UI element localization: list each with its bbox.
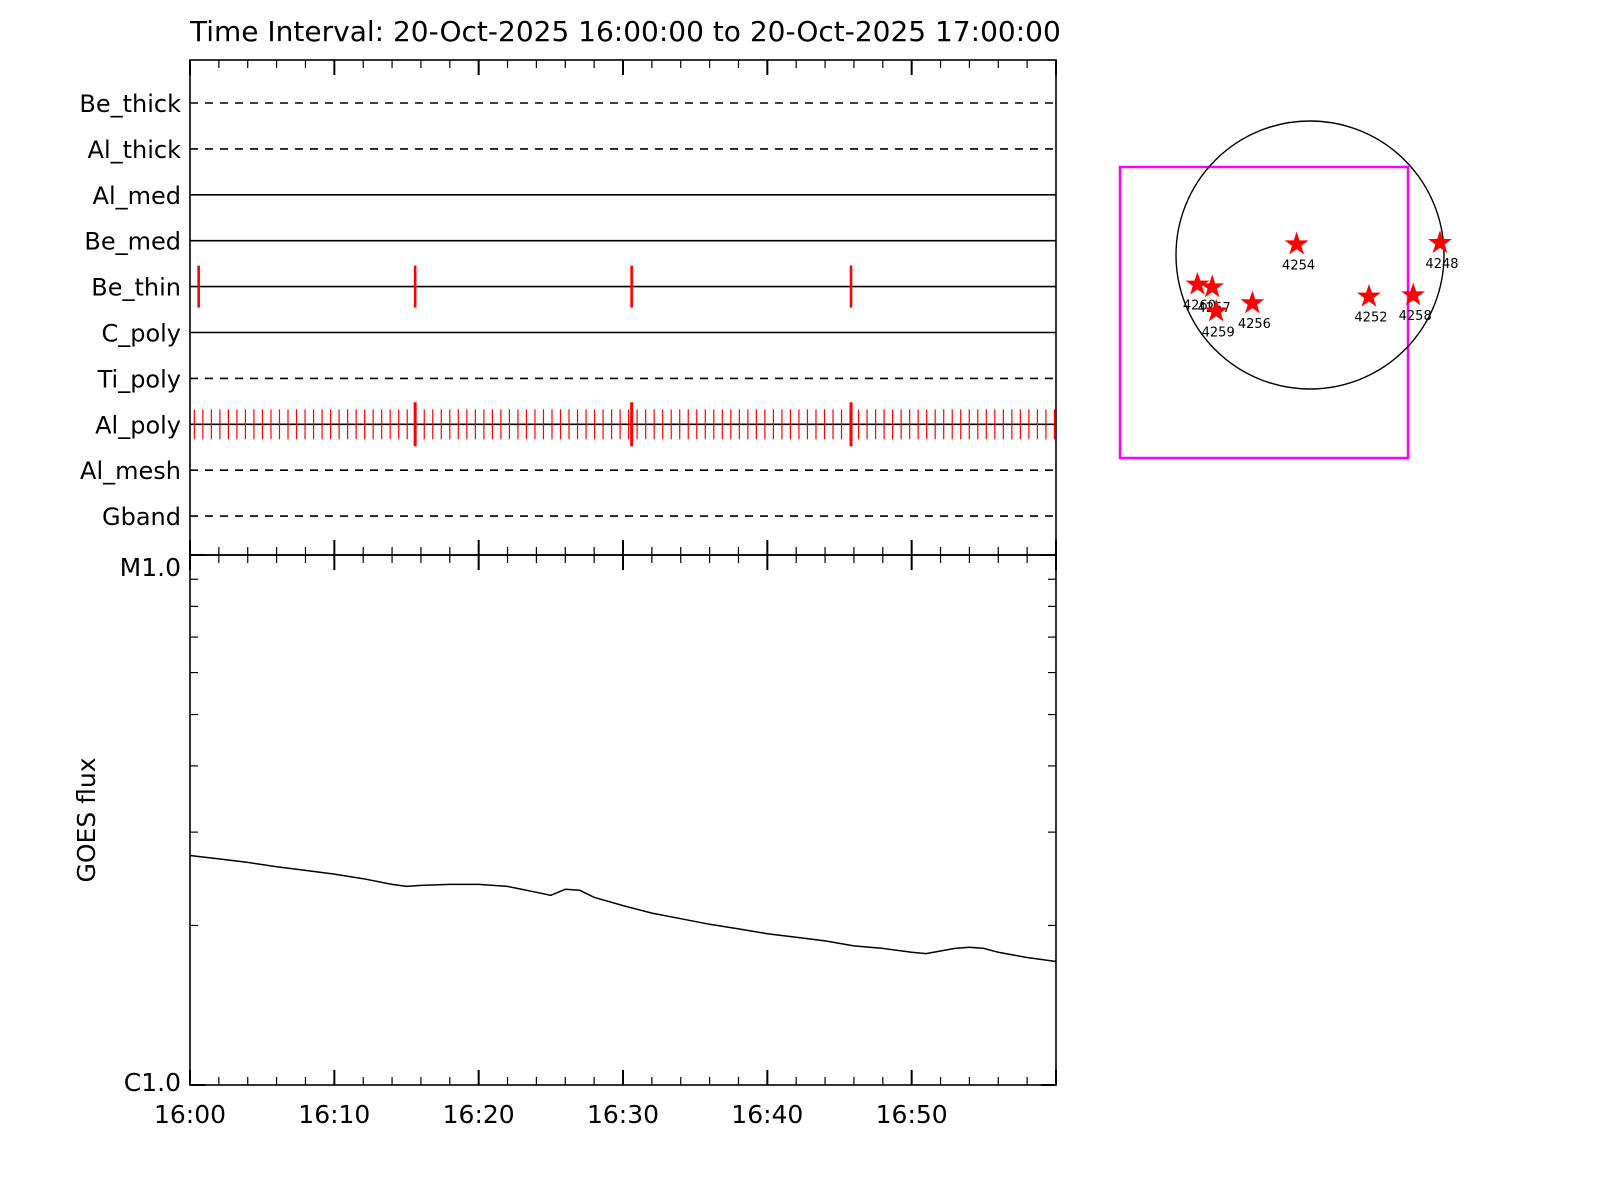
timeline-row-label: C_poly — [101, 320, 181, 348]
fov-box — [1118, 165, 1410, 460]
x-axis-tick-label: 16:10 — [298, 1100, 370, 1129]
timeline-row-label: Al_med — [93, 182, 181, 210]
chart-title: Time Interval: 20-Oct-2025 16:00:00 to 2… — [190, 15, 1061, 48]
active-region-star — [1401, 282, 1426, 306]
goes-flux-line — [189, 854, 1057, 963]
goes-panel-border — [189, 554, 1057, 1086]
timeline-row-label: Al_thick — [88, 136, 182, 164]
active-region-star — [1427, 230, 1452, 254]
active-region-star — [1240, 290, 1265, 314]
timeline-row-label: Ti_poly — [97, 365, 181, 393]
y-axis-tick-label: M1.0 — [120, 553, 181, 582]
x-axis-tick-label: 16:20 — [443, 1100, 515, 1129]
active-region-star — [1200, 274, 1225, 298]
x-axis-tick-label: 16:50 — [876, 1100, 948, 1129]
x-axis-tick-label: 16:40 — [731, 1100, 803, 1129]
timeline-row-label: Gband — [102, 503, 181, 531]
x-axis-tick-label: 16:00 — [154, 1100, 226, 1129]
active-region-star — [1356, 283, 1381, 307]
active-region-label: 4248 — [1425, 257, 1458, 272]
timeline-row-label: Al_poly — [95, 411, 181, 439]
active-region-label: 4252 — [1354, 311, 1387, 326]
y-axis-tick-label: C1.0 — [124, 1068, 181, 1097]
y-axis-label: GOES flux — [72, 757, 101, 882]
timeline-row-label: Be_thin — [91, 274, 181, 302]
active-region-star — [1204, 298, 1229, 322]
active-region-label: 4256 — [1238, 317, 1271, 332]
active-region-label: 4259 — [1202, 325, 1235, 340]
active-region-label: 4254 — [1282, 258, 1315, 273]
active-region-label: 4258 — [1399, 309, 1432, 324]
x-axis-tick-label: 16:30 — [587, 1100, 659, 1129]
timeline-row-label: Al_mesh — [80, 457, 181, 485]
timeline-panel-border — [189, 59, 1057, 556]
active-region-star — [1284, 231, 1309, 255]
timeline-row-label: Be_med — [84, 228, 181, 256]
solar-disk — [1175, 120, 1445, 390]
active-region-star — [1185, 271, 1210, 295]
timeline-row-label: Be_thick — [79, 90, 181, 118]
